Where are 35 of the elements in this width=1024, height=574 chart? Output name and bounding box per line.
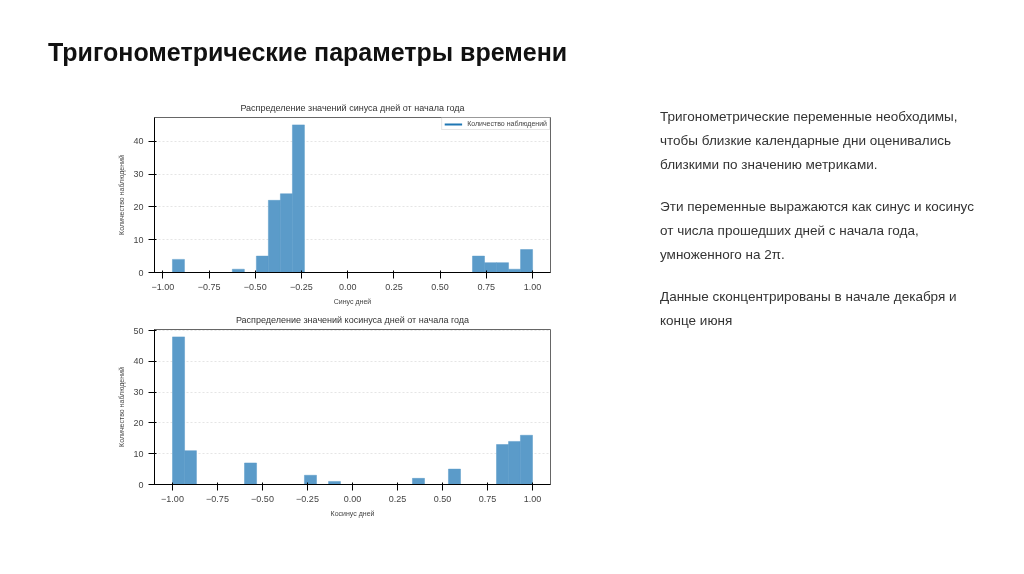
y-tick-label: 50 [133,325,144,336]
y-tick-label: 30 [133,169,144,180]
x-tick-label: −0.25 [290,281,313,292]
x-tick-label: −0.75 [206,493,229,504]
x-tick-label: 0.00 [343,493,362,504]
text: Тригонометрические переменные необходимы, чтобы близкие календарные дни оценивались близкими по значению метриками. [660,108,959,174]
x-tick-label: 0.50 [431,281,449,292]
y-tick-label: 10 [133,234,144,245]
x-tick-label: −0.75 [197,281,221,292]
x-tick-label: −1.00 [161,493,184,504]
x-tick-label: −0.50 [243,281,267,292]
text: Эти переменные выражаются как синус и косинус от числа прошедших дней с начала года, умноженного на 2π. [660,198,975,264]
x-tick-label: 0.50 [433,493,452,504]
x-tick-label: 1.00 [523,493,542,504]
y-tick-label: 30 [133,387,144,398]
text: Данные сконцентрированы в начале декабря и конце июня [660,288,958,330]
y-tick-label: 20 [133,417,144,428]
y-tick-label: 40 [133,356,144,367]
x-tick-label: 0.25 [388,493,407,504]
x-tick-label: 0.00 [338,281,357,292]
chart-title: Распределение значений косинуса дней от начала года [235,314,470,325]
y-tick-label: 40 [133,136,144,147]
x-tick-label: −0.25 [296,493,319,504]
x-tick-label: 0.75 [477,281,496,292]
x-tick-label: −1.00 [151,281,175,292]
x-tick-label: 0.25 [385,281,403,292]
text: Тригонометрические параметры времени [48,37,568,68]
y-tick-label: 0 [138,479,144,490]
y-tick-label: 10 [133,448,144,459]
x-tick-label: 0.75 [478,493,497,504]
x-tick-label: 1.00 [523,281,542,292]
y-tick-label: 20 [133,201,144,212]
x-tick-label: −0.50 [251,493,274,504]
chart-title: Распределение значений синуса дней от начала года [240,102,465,113]
y-tick-label: 0 [138,267,144,278]
